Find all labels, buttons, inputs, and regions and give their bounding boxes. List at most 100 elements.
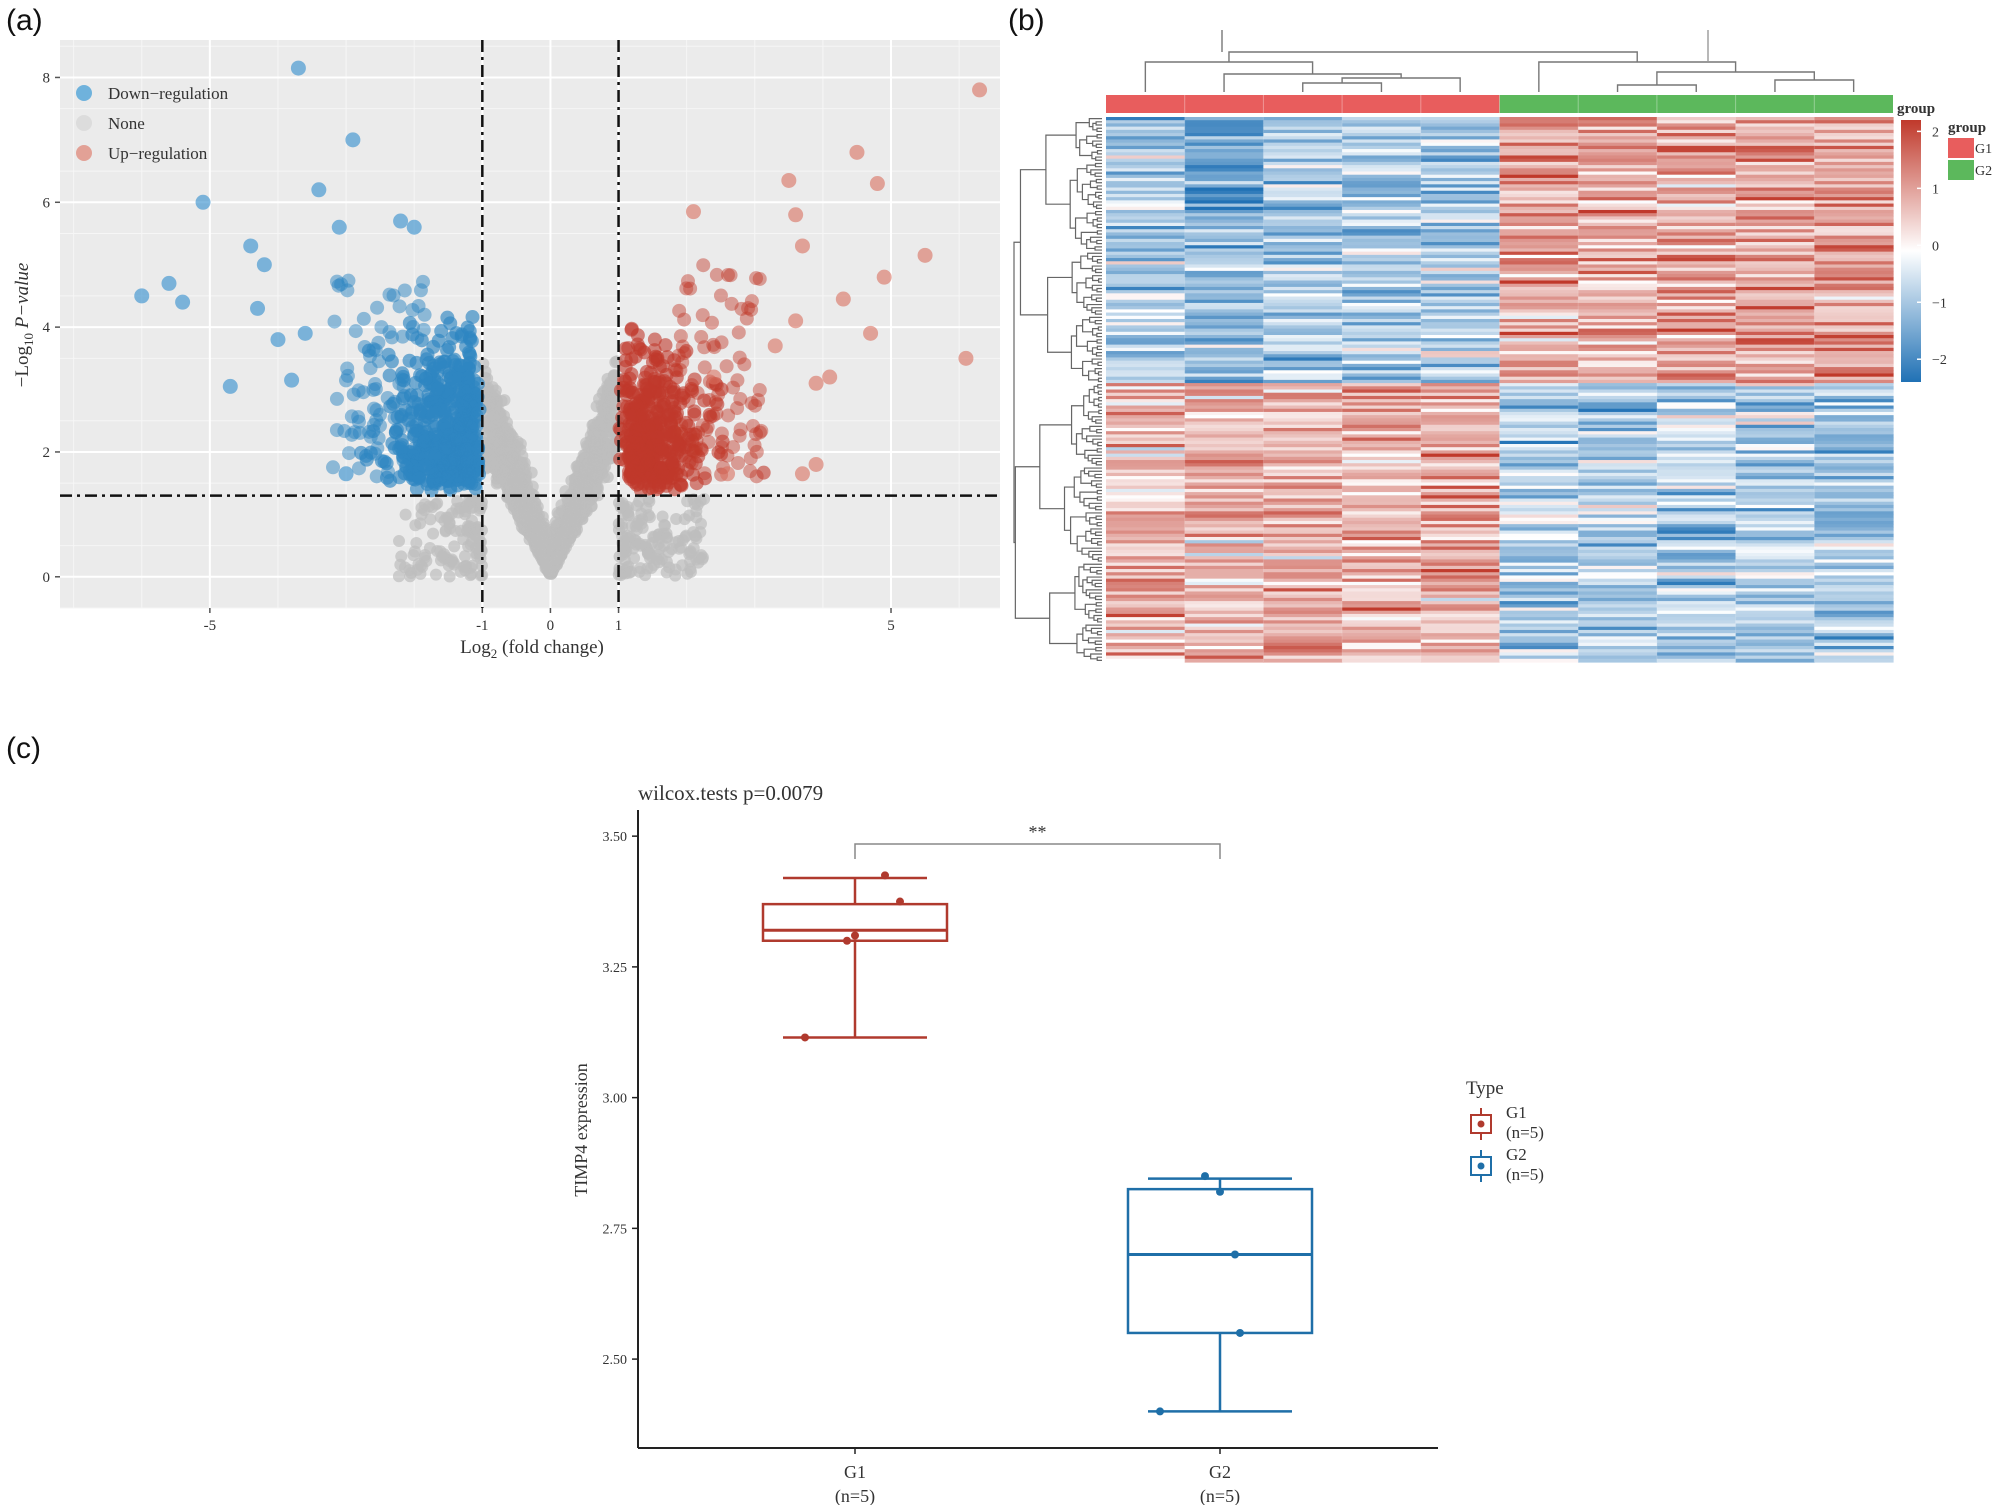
point-up [691, 425, 706, 440]
heatmap-cell [1656, 315, 1737, 320]
heatmap-cell [1814, 485, 1894, 490]
heatmap-cell [1263, 357, 1343, 362]
heatmap-cell [1106, 376, 1186, 381]
heatmap-cell [1420, 488, 1501, 493]
heatmap-cell [1656, 540, 1737, 544]
heatmap-cell [1184, 629, 1264, 634]
heatmap-cell [1263, 309, 1343, 314]
heatmap-cell [1106, 370, 1186, 375]
point-up [682, 454, 697, 469]
heatmap-cell [1184, 335, 1264, 339]
heatmap-cell [1735, 325, 1815, 330]
heatmap-cell [1184, 405, 1264, 410]
point-up [714, 440, 729, 455]
heatmap-cell [1106, 264, 1186, 269]
row-dendrogram-branch [1088, 388, 1095, 403]
heatmap-cell [1578, 411, 1658, 416]
heatmap-cell [1656, 514, 1737, 519]
heatmap-cell [1106, 338, 1186, 343]
heatmap-cell [1735, 556, 1815, 561]
heatmap-cell [1578, 200, 1658, 205]
heatmap-cell [1184, 383, 1264, 387]
heatmap-cell [1342, 485, 1422, 490]
heatmap-cell [1814, 338, 1894, 343]
row-dendrogram-branch [1086, 435, 1102, 443]
heatmap-cell [1184, 184, 1264, 189]
heatmap-cell [1656, 117, 1737, 121]
heatmap-cell [1106, 136, 1186, 141]
heatmap-cell [1499, 190, 1579, 195]
heatmap-cell [1656, 367, 1737, 371]
heatmap-cell [1420, 181, 1501, 185]
heatmap-cell [1342, 424, 1422, 429]
heatmap-cell [1106, 511, 1186, 516]
heatmap-cell [1106, 469, 1186, 474]
point-down [418, 430, 433, 445]
heatmap-cell [1106, 492, 1186, 496]
heatmap-cell [1184, 270, 1264, 275]
heatmap-cell [1578, 427, 1658, 432]
heatmap-cell [1499, 610, 1579, 615]
point-none [533, 519, 546, 532]
heatmap-cell [1499, 389, 1579, 394]
heatmap-cell [1420, 482, 1501, 487]
point-down [351, 383, 366, 398]
heatmap-cell [1106, 466, 1186, 471]
heatmap-cell [1814, 476, 1894, 480]
row-dendrogram-branch [1096, 570, 1102, 575]
heatmap-cell [1656, 610, 1737, 615]
heatmap-cell [1184, 581, 1264, 586]
heatmap-cell [1578, 280, 1658, 285]
heatmap-cell [1106, 408, 1186, 413]
heatmap-cell [1342, 177, 1422, 182]
heatmap-cell [1420, 492, 1501, 496]
heatmap-cell [1735, 553, 1815, 557]
heatmap-cell [1263, 386, 1343, 391]
heatmap-cell [1578, 193, 1658, 198]
point-down [195, 194, 211, 210]
row-dendrogram-branch [1049, 592, 1077, 645]
heatmap-cell [1578, 517, 1658, 522]
heatmap-cell [1656, 338, 1737, 343]
point-down [393, 421, 408, 436]
heatmap-cell [1420, 226, 1501, 230]
point-none [495, 395, 508, 408]
heatmap-cell [1814, 341, 1894, 346]
heatmap-cell [1735, 142, 1815, 147]
heatmap-cell [1184, 318, 1264, 323]
heatmap-cell [1342, 142, 1422, 147]
heatmap-cell [1420, 335, 1501, 339]
heatmap-cell [1342, 578, 1422, 583]
point-none [399, 508, 412, 521]
heatmap-cell [1106, 242, 1186, 246]
heatmap-cell [1263, 626, 1343, 631]
point-down [442, 340, 457, 355]
heatmap-cell [1499, 200, 1579, 205]
row-dendrogram-branch [1045, 134, 1077, 205]
heatmap-cell [1106, 296, 1186, 301]
heatmap-cell [1814, 328, 1894, 333]
heatmap-cell [1735, 261, 1815, 266]
heatmap-cell [1184, 341, 1264, 346]
heatmap-cell [1735, 415, 1815, 419]
heatmap-cell [1499, 139, 1579, 144]
heatmap-cell [1184, 203, 1264, 208]
heatmap-cell [1263, 575, 1343, 580]
point-up [666, 436, 681, 451]
heatmap-cell [1342, 588, 1422, 593]
row-dendrogram-branch [1090, 627, 1102, 634]
heatmap-cell [1578, 383, 1658, 387]
heatmap-cell [1578, 527, 1658, 532]
heatmap-cell [1420, 453, 1501, 458]
point-up [917, 247, 933, 263]
row-dendrogram-branch [1096, 630, 1102, 636]
heatmap-cell [1106, 129, 1186, 134]
heatmap-cell [1814, 527, 1894, 532]
row-dendrogram-branch [1095, 204, 1102, 209]
heatmap-cell [1106, 626, 1186, 631]
heatmap-cell [1342, 351, 1422, 355]
heatmap-cell [1342, 501, 1422, 506]
heatmap-cell [1499, 633, 1579, 637]
heatmap-cell [1814, 117, 1894, 121]
heatmap-cell [1263, 536, 1343, 541]
